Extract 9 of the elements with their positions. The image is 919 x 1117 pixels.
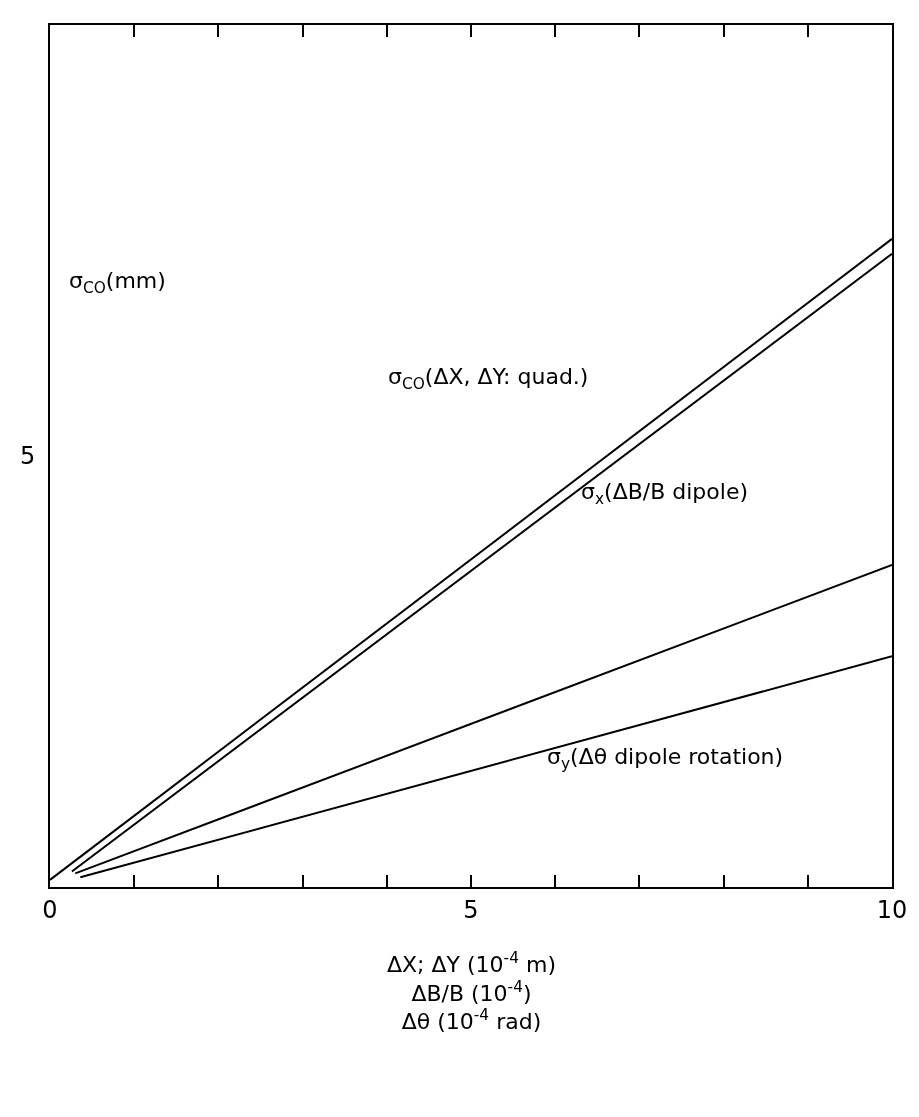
x-tick-label: 5 — [463, 895, 479, 924]
annotation: σ$_{y}$(Δθ dipole rotation) — [547, 744, 784, 773]
annotation: σ$_{CO}$(ΔX, ΔY: quad.) — [388, 364, 589, 393]
annotation: σ$_{x}$(ΔB/B dipole) — [581, 479, 749, 508]
text: 5 — [20, 442, 36, 470]
x-tick-label: 10 — [876, 895, 908, 924]
x-tick-label: 0 — [42, 895, 58, 924]
text: ΔX; ΔY (10$^{-4}$ m) ΔB/B (10$^{-4}$) Δθ (10$^{-4}$ rad) — [387, 949, 556, 1035]
y-axis-title: σ$_{CO}$(mm) — [69, 268, 166, 297]
